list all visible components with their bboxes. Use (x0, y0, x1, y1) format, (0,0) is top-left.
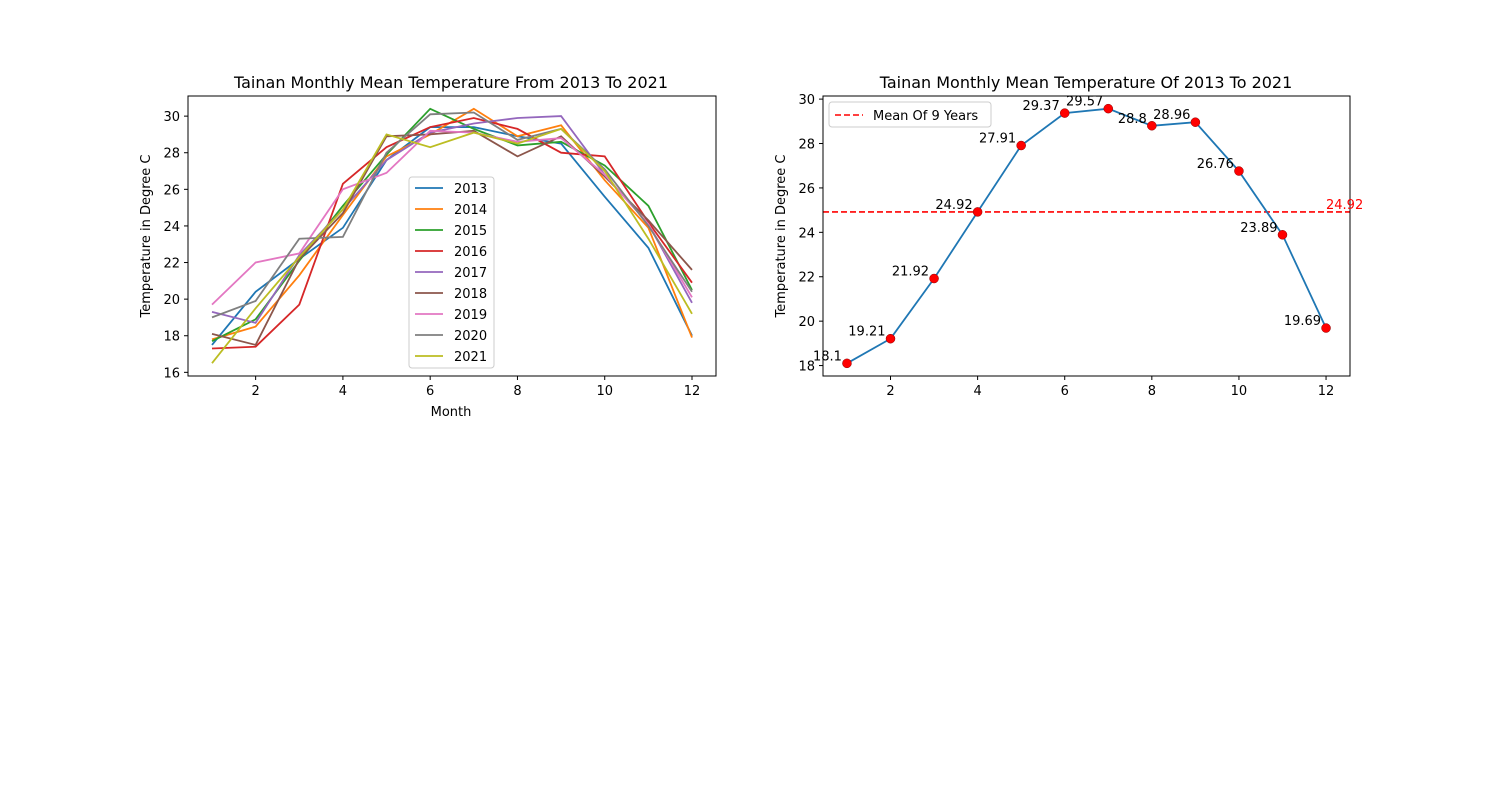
chart-left-0-ytick-label: 16 (163, 366, 180, 381)
data-label: 23.89 (1240, 221, 1277, 236)
data-point (1016, 140, 1026, 151)
chart-left-0-xtick-label: 4 (339, 384, 347, 399)
chart-left-0-ytick-label: 28 (163, 147, 180, 162)
series-line-2014 (211, 107, 693, 341)
chart-left-0-ytick-label: 20 (163, 293, 180, 308)
chart-left-legend: 2013 2014 2015 2016 2017 2018 2019 2020 2021 (408, 176, 495, 369)
data-label: 27.91 (979, 132, 1016, 147)
data-point (1190, 117, 1201, 127)
legend-label-2020: 2020 (454, 329, 487, 344)
chart-right-xticks: 2 4 6 8 10 12 (886, 376, 1334, 399)
data-point (1321, 323, 1331, 333)
legend-label-2015: 2015 (454, 224, 487, 239)
chart-left-0-xtick-label: 8 (513, 384, 521, 399)
legend-label-2018: 2018 (454, 287, 487, 302)
data-label: 28.96 (1153, 108, 1190, 123)
chart-right-1-ytick-label: 28 (798, 138, 815, 153)
data-point (842, 358, 852, 369)
chart-right: Tainan Monthly Mean Temperature Of 2013 … (774, 73, 1363, 399)
chart-left-xticks: 2 4 6 8 10 12 (251, 376, 700, 399)
legend-label-2021: 2021 (454, 350, 487, 365)
chart-right-1-ytick-label: 20 (798, 315, 815, 330)
chart-left-0-ytick-label: 26 (163, 183, 180, 198)
legend-mean-label: Mean Of 9 Years (873, 109, 978, 124)
data-label: 26.76 (1197, 157, 1234, 172)
chart-right-1-xtick-label: 2 (886, 384, 894, 399)
chart-right-1-xtick-label: 6 (1061, 384, 1069, 399)
series-line-2016 (211, 117, 693, 350)
chart-left-legend-box (408, 176, 495, 369)
chart-right-frame (822, 95, 1351, 377)
chart-right-1-ytick-label: 24 (798, 226, 815, 241)
chart-right-1-ytick-label: 26 (798, 182, 815, 197)
chart-right-1-ytick-label: 18 (798, 360, 815, 375)
chart-right-yticks: 18 20 22 24 26 28 30 (798, 93, 823, 375)
chart-left-yticks: 16 18 20 22 24 26 28 30 (163, 110, 188, 381)
chart-left-0-ytick-label: 22 (163, 257, 180, 272)
chart-right-legend: Mean Of 9 Years (828, 101, 992, 128)
chart-right-1-ytick-label: 22 (798, 271, 815, 286)
chart-left: Tainan Monthly Mean Temperature From 201… (139, 73, 717, 420)
legend-label-2014: 2014 (454, 203, 487, 218)
chart-left-0-xtick-label: 2 (251, 384, 259, 399)
data-label: 29.37 (1023, 99, 1060, 114)
chart-left-title: Tainan Monthly Mean Temperature From 201… (233, 73, 668, 92)
chart-left-0-ytick-label: 30 (163, 110, 180, 125)
data-point (929, 273, 939, 284)
data-point (1147, 121, 1157, 131)
data-label: 28.8 (1118, 112, 1147, 127)
series-line-2015 (211, 107, 693, 343)
chart-right-1-xtick-label: 12 (1318, 384, 1335, 399)
chart-right-1-xtick-label: 8 (1148, 384, 1156, 399)
chart-left-legend-entries: 2013 2014 2015 2016 2017 2018 2019 2020 2021 (415, 182, 487, 365)
chart-left-lines (211, 107, 693, 364)
chart-left-0-ytick-label: 24 (163, 220, 180, 235)
data-point (1234, 166, 1244, 176)
data-point (1277, 230, 1288, 240)
series-line-2020 (211, 111, 693, 319)
data-label: 19.69 (1284, 314, 1321, 329)
chart-right-legend-box (828, 101, 992, 128)
mean-value-label: 24.92 (1326, 198, 1363, 213)
chart-right-series: 18.1 19.21 21.92 24.92 27.91 29.37 29.57 28.8 28… (813, 95, 1331, 369)
data-label: 21.92 (892, 265, 929, 280)
data-point (885, 333, 896, 344)
chart-left-0-xtick-label: 12 (684, 384, 701, 399)
chart-left-0-xtick-label: 10 (596, 384, 613, 399)
chart-right-1-xtick-label: 4 (973, 384, 981, 399)
data-label: 24.92 (935, 198, 972, 213)
chart-left-0-ytick-label: 18 (163, 330, 180, 345)
chart-left-xlabel: Month (431, 405, 472, 420)
series-line-mean (846, 107, 1327, 365)
data-label: 29.57 (1066, 95, 1103, 110)
data-label: 19.21 (848, 325, 885, 340)
data-label: 18.1 (813, 349, 842, 364)
chart-right-title: Tainan Monthly Mean Temperature Of 2013 … (879, 73, 1293, 92)
data-point (1103, 103, 1114, 114)
legend-label-2016: 2016 (454, 245, 487, 260)
chart-left-0-xtick-label: 6 (426, 384, 434, 399)
data-point (972, 207, 983, 217)
chart-right-ylabel: Temperature in Degree C (774, 155, 789, 319)
legend-label-2019: 2019 (454, 308, 487, 323)
legend-label-2013: 2013 (454, 182, 487, 197)
chart-left-ylabel: Temperature in Degree C (139, 155, 154, 319)
series-line-2021 (211, 127, 693, 364)
chart-right-1-ytick-label: 30 (798, 93, 815, 108)
chart-left-frame (187, 95, 717, 377)
data-point (1059, 108, 1070, 118)
legend-label-2017: 2017 (454, 266, 487, 281)
chart-right-1-xtick-label: 10 (1231, 384, 1248, 399)
